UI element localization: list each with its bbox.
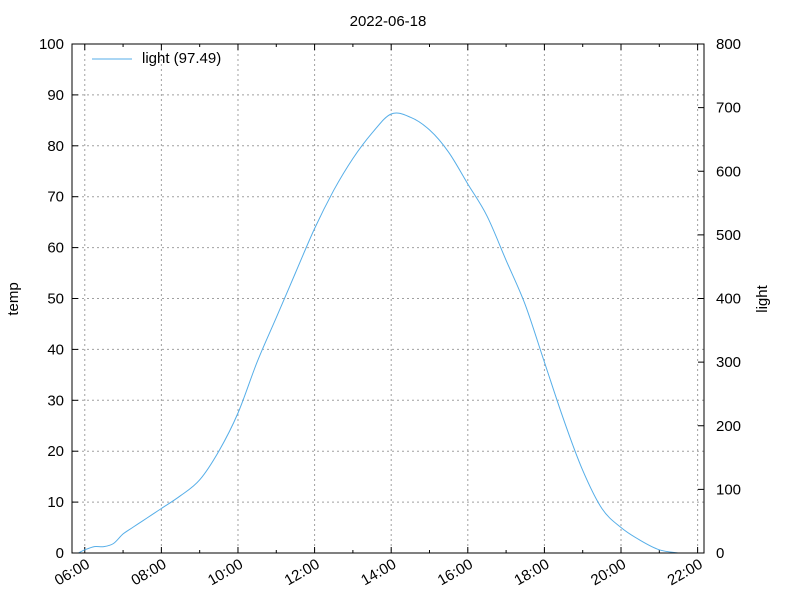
series-line-light: [78, 112, 679, 554]
axis-ticks: 0 10 20 30 40 50 60 70 80 90 100 0 100 200 300 400 500 60…: [39, 36, 741, 589]
x-tick-label: 10:00: [205, 556, 246, 589]
series-layer: [78, 112, 679, 554]
y2-axis-label: light: [754, 284, 771, 312]
y-tick-label: 60: [47, 240, 64, 257]
y-tick-label: 100: [39, 36, 64, 53]
y2-tick-label: 500: [716, 227, 741, 244]
legend-label-light: light (97.49): [142, 50, 221, 67]
y-tick-label: 40: [47, 341, 64, 358]
y2-tick-label: 0: [716, 545, 724, 562]
x-tick-label: 14:00: [358, 556, 399, 589]
y2-tick-label: 100: [716, 481, 741, 498]
y-tick-label: 50: [47, 291, 64, 308]
y-tick-label: 90: [47, 87, 64, 104]
y-tick-label: 20: [47, 443, 64, 460]
y2-tick-label: 700: [716, 100, 741, 117]
legend: light (97.49): [92, 50, 221, 67]
y2-tick-label: 300: [716, 354, 741, 371]
y2-tick-label: 600: [716, 163, 741, 180]
y2-tick-label: 800: [716, 36, 741, 53]
x-tick-label: 12:00: [282, 556, 323, 589]
x-tick-label: 20:00: [588, 556, 629, 589]
y2-tick-label: 200: [716, 418, 741, 435]
y-axis-label: temp: [5, 282, 22, 315]
x-tick-label: 16:00: [435, 556, 476, 589]
y2-tick-label: 400: [716, 291, 741, 308]
x-tick-label: 22:00: [665, 556, 706, 589]
plot-frame: [71, 43, 705, 554]
y-tick-label: 10: [47, 494, 64, 511]
x-tick-label: 08:00: [128, 556, 169, 589]
y-tick-label: 30: [47, 392, 64, 409]
y-tick-label: 70: [47, 189, 64, 206]
x-tick-label: 18:00: [511, 556, 552, 589]
y-tick-label: 80: [47, 138, 64, 155]
grid: [72, 44, 704, 553]
chart-title: 2022-06-18: [350, 13, 427, 30]
y-tick-label: 0: [56, 545, 64, 562]
